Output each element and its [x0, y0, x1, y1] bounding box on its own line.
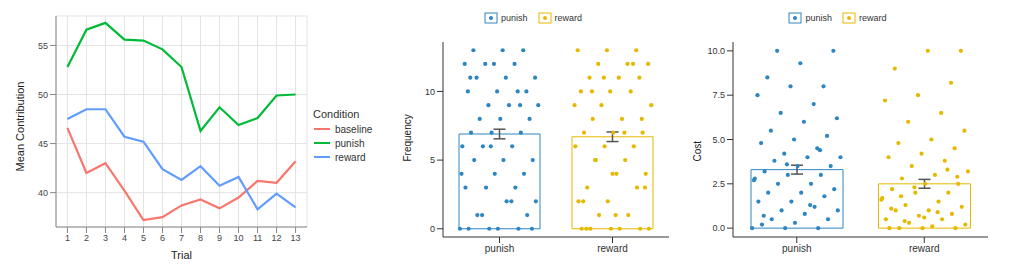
svg-text:3: 3 [103, 233, 108, 243]
svg-text:Mean Contribution: Mean Contribution [14, 82, 26, 172]
svg-text:55: 55 [38, 41, 48, 51]
html-text:Condition: Condition [313, 107, 360, 120]
svg-text:Frequency: Frequency [402, 114, 413, 161]
svg-text:2.5: 2.5 [712, 179, 725, 189]
svg-text:10: 10 [425, 87, 435, 97]
svg-text:punish: punish [485, 243, 514, 254]
svg-text:13: 13 [291, 233, 301, 243]
svg-text:9: 9 [217, 233, 222, 243]
svg-text:Trial: Trial [171, 249, 192, 261]
html-text:punish: punish [805, 13, 832, 23]
html-text:reward: reward [859, 13, 887, 23]
svg-text:6: 6 [160, 233, 165, 243]
svg-text:12: 12 [272, 233, 282, 243]
svg-text:5.0: 5.0 [712, 135, 725, 145]
svg-text:1: 1 [65, 233, 70, 243]
svg-text:5: 5 [141, 233, 146, 243]
svg-text:7.5: 7.5 [712, 90, 725, 100]
svg-text:Cost: Cost [692, 141, 703, 162]
svg-text:5: 5 [430, 155, 435, 165]
svg-text:2: 2 [84, 233, 89, 243]
svg-text:0: 0 [430, 224, 435, 234]
html-text:punish: punish [501, 13, 528, 23]
svg-text:40: 40 [38, 188, 48, 198]
svg-text:11: 11 [253, 233, 262, 243]
svg-text:45: 45 [38, 139, 48, 149]
svg-text:8: 8 [198, 233, 203, 243]
svg-text:10: 10 [234, 233, 244, 243]
html-text:reward: reward [554, 13, 582, 23]
svg-text:punish: punish [782, 243, 811, 254]
html-text:reward: reward [335, 151, 366, 163]
svg-text:reward: reward [597, 243, 628, 254]
svg-text:50: 50 [38, 90, 48, 100]
svg-text:reward: reward [909, 243, 940, 254]
html-text:baseline: baseline [335, 123, 373, 135]
svg-text:0.0: 0.0 [712, 223, 725, 233]
svg-text:10.0: 10.0 [707, 46, 725, 56]
svg-text:7: 7 [179, 233, 184, 243]
html-text:punish: punish [335, 137, 365, 149]
svg-text:4: 4 [122, 233, 127, 243]
